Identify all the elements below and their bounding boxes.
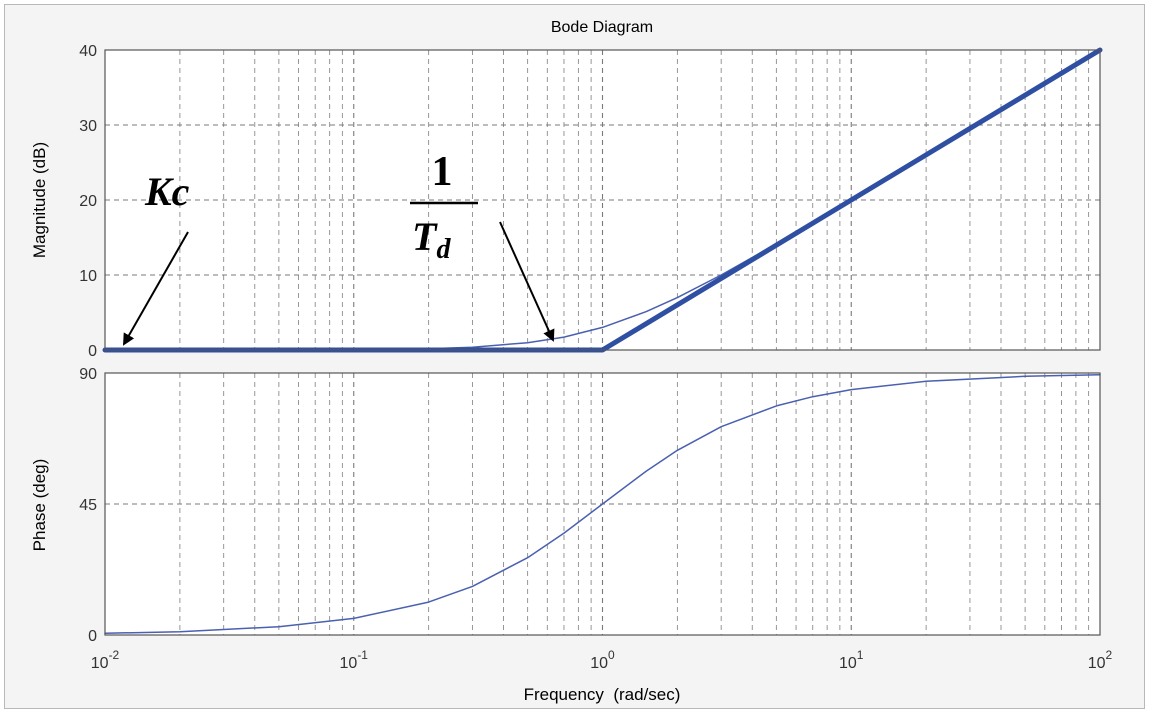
- td-annotation-numerator: 1: [432, 149, 453, 195]
- x-axis-label: Frequency (rad/sec): [524, 685, 681, 704]
- x-tick-base: 10: [839, 655, 857, 672]
- x-tick-label: 102: [1088, 648, 1113, 672]
- x-tick-label: 10-2: [91, 648, 120, 672]
- x-tick-exponent: 0: [608, 648, 615, 662]
- magnitude-axes-box: [104, 49, 1101, 351]
- kc-annotation-arrow: [123, 231, 189, 346]
- chart-title: Bode Diagram: [551, 19, 653, 36]
- td-annotation-arrow: [499, 221, 555, 342]
- phase-ytick-label: 45: [79, 497, 97, 514]
- x-tick-base: 10: [1088, 655, 1106, 672]
- x-tick-exponent: 2: [1106, 648, 1113, 662]
- td-denominator-subscript: d: [436, 234, 451, 265]
- phase-ytick-label: 0: [88, 628, 97, 645]
- magnitude-ytick-label: 30: [79, 118, 97, 135]
- x-tick-exponent: -2: [109, 648, 120, 662]
- x-tick-base: 10: [590, 655, 608, 672]
- magnitude-ytick-label: 40: [79, 43, 97, 60]
- magnitude-y-axis-label: Magnitude (dB): [30, 142, 49, 258]
- magnitude-ytick-label: 20: [79, 193, 97, 210]
- magnitude-ytick-label: 0: [88, 343, 97, 360]
- td-annotation-denominator: Td: [412, 214, 451, 265]
- x-tick-exponent: 1: [857, 648, 864, 662]
- magnitude-ytick-label: 10: [79, 268, 97, 285]
- x-tick-base: 10: [340, 655, 358, 672]
- phase-curve: [104, 373, 1101, 635]
- phase-y-axis-label: Phase (deg): [30, 459, 49, 552]
- x-tick-label: 10-1: [340, 648, 369, 672]
- x-tick-base: 10: [91, 655, 109, 672]
- phase-ytick-label: 90: [79, 366, 97, 383]
- x-tick-label: 100: [590, 648, 615, 672]
- x-tick-exponent: -1: [357, 648, 368, 662]
- td-denominator-base: T: [412, 214, 438, 259]
- phase-axes-box: [104, 372, 1101, 636]
- x-tick-label: 101: [839, 648, 864, 672]
- kc-annotation-label: Kc: [144, 169, 190, 214]
